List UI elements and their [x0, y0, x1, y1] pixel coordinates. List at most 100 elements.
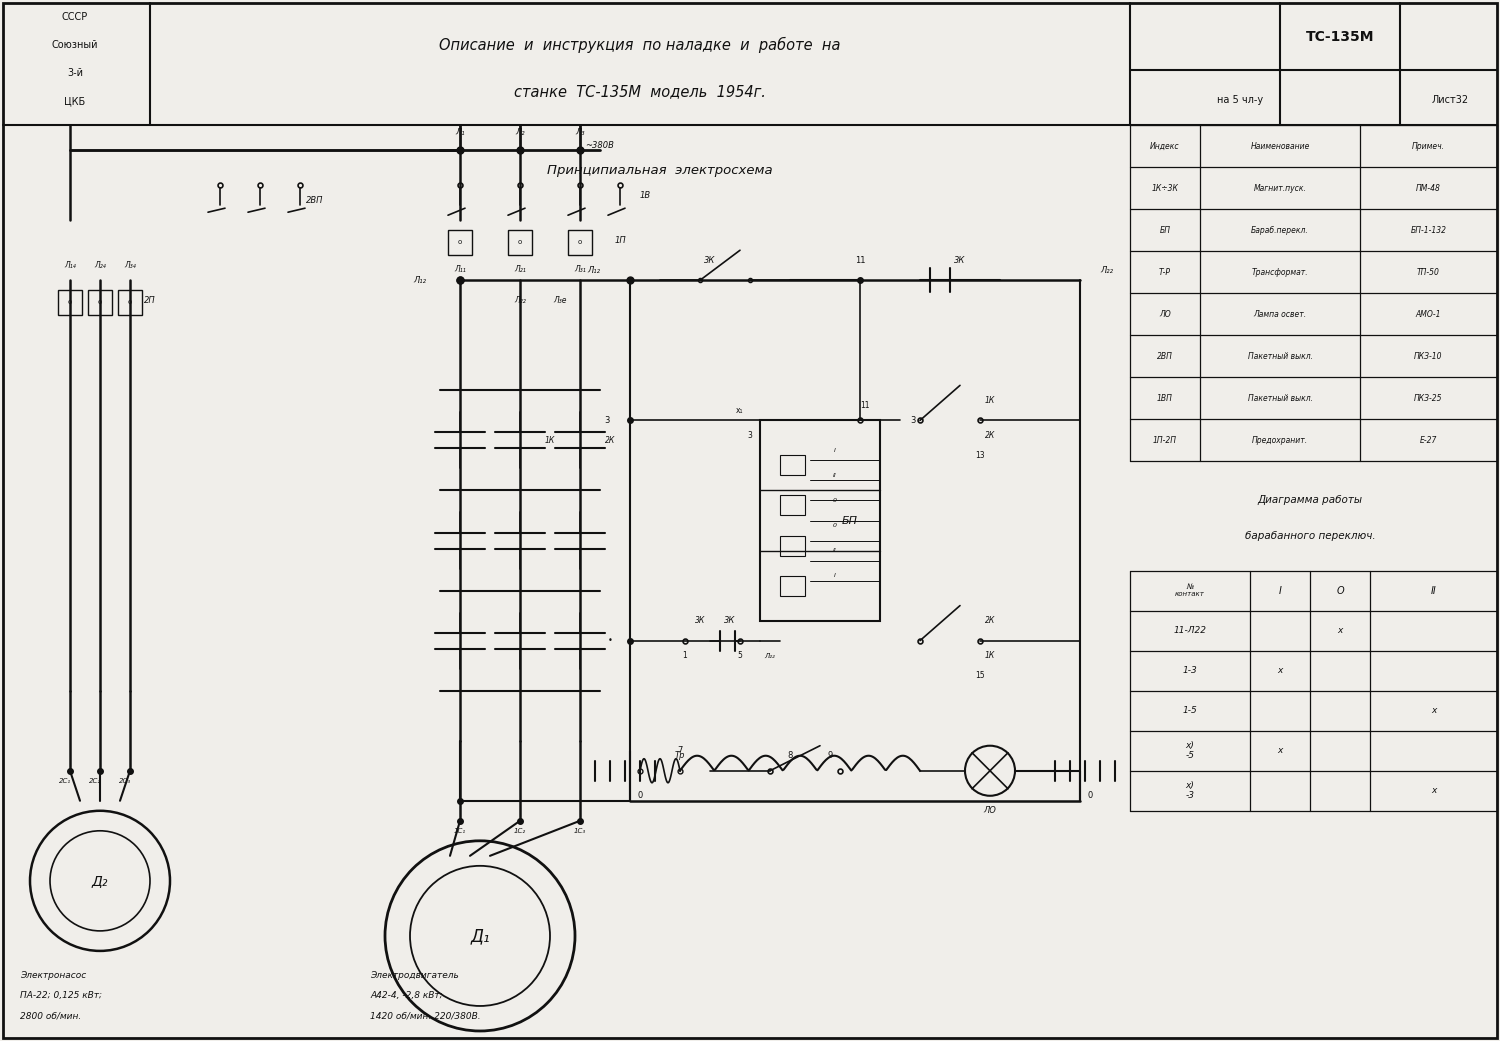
Text: ~380В: ~380В: [585, 141, 615, 150]
Text: 2К: 2К: [986, 431, 994, 440]
Text: 0: 0: [833, 498, 837, 503]
Text: Л₁₁: Л₁₁: [454, 265, 466, 274]
Text: 1П-2П: 1П-2П: [1154, 436, 1178, 445]
Text: 2800 об/мин.: 2800 об/мин.: [20, 1012, 81, 1020]
Text: II: II: [833, 548, 837, 553]
Bar: [118, 290, 142, 315]
Bar: [509, 230, 532, 255]
Text: 1В: 1В: [639, 191, 651, 200]
Text: СССР: СССР: [62, 12, 88, 22]
Text: 3: 3: [910, 416, 915, 425]
Text: Л₂₂: Л₂₂: [1100, 265, 1113, 275]
Text: Д₁: Д₁: [470, 926, 490, 945]
Text: 2ВП: 2ВП: [1156, 352, 1173, 361]
Text: ЦКБ: ЦКБ: [64, 96, 86, 106]
Text: Л₂: Л₂: [514, 128, 525, 136]
Bar: [760, 421, 880, 620]
Text: Союзный: Союзный: [51, 40, 99, 50]
Text: x: x: [1431, 706, 1436, 715]
Text: 1420 об/мин. 220/380В.: 1420 об/мин. 220/380В.: [370, 1012, 480, 1020]
Text: 2П: 2П: [144, 296, 156, 305]
Text: ЛО: ЛО: [984, 807, 996, 815]
Bar: [58, 290, 82, 315]
Text: 9: 9: [828, 752, 833, 760]
Text: Л₃: Л₃: [574, 128, 585, 136]
Text: 3К: 3К: [724, 616, 735, 625]
Text: 1-5: 1-5: [1182, 706, 1197, 715]
Text: о: о: [518, 239, 522, 246]
Text: Тр: Тр: [675, 752, 686, 760]
Text: 13: 13: [975, 451, 986, 460]
Text: БП: БП: [1160, 226, 1170, 234]
Text: Д₂: Д₂: [92, 873, 108, 888]
Text: о: о: [458, 239, 462, 246]
Text: 1К: 1К: [986, 396, 994, 405]
Text: I: I: [834, 448, 836, 453]
Text: II: II: [1431, 586, 1437, 595]
Text: 1К: 1К: [986, 651, 994, 660]
Bar: [448, 230, 472, 255]
Text: 1С₁: 1С₁: [454, 828, 466, 834]
Text: 11: 11: [855, 256, 865, 264]
Text: о: о: [98, 300, 102, 305]
Text: 8: 8: [788, 752, 792, 760]
Text: 1ВП: 1ВП: [1156, 393, 1173, 403]
Text: Л₃₁: Л₃₁: [574, 265, 586, 274]
Text: Наименование: Наименование: [1251, 142, 1310, 151]
Bar: [780, 496, 806, 515]
Text: Пакетный выкл.: Пакетный выкл.: [1248, 393, 1312, 403]
Text: 1П: 1П: [614, 235, 626, 245]
Text: Пакетный выкл.: Пакетный выкл.: [1248, 352, 1312, 361]
Text: x)
-5: x) -5: [1185, 741, 1194, 760]
Text: ЛО: ЛО: [1160, 310, 1172, 319]
Bar: [88, 290, 112, 315]
Text: 2С₂: 2С₂: [88, 778, 101, 784]
Text: Предохранит.: Предохранит.: [1252, 436, 1308, 445]
Text: Л₁: Л₁: [454, 128, 465, 136]
Text: Лампа освет.: Лампа освет.: [1254, 310, 1306, 319]
Text: Описание  и  инструкция  по наладке  и  работе  на: Описание и инструкция по наладке и работ…: [440, 37, 840, 53]
Text: Л₃₄: Л₃₄: [124, 261, 136, 271]
Text: 3К: 3К: [694, 616, 705, 625]
Text: Трансформат.: Трансформат.: [1251, 268, 1308, 277]
Text: 1К÷3К: 1К÷3К: [1152, 183, 1179, 193]
Text: ПА-22; 0,125 кВт;: ПА-22; 0,125 кВт;: [20, 991, 102, 1000]
Text: А42-4, -2,8 кВт;: А42-4, -2,8 кВт;: [370, 991, 442, 1000]
Text: ПМ-48: ПМ-48: [1416, 183, 1442, 193]
Text: 1С₂: 1С₂: [514, 828, 526, 834]
Text: Л₃е: Л₃е: [554, 296, 567, 305]
Text: БП-1-132: БП-1-132: [1410, 226, 1446, 234]
Text: 2С₁: 2С₁: [58, 778, 70, 784]
Text: 3-й: 3-й: [68, 68, 82, 78]
Text: 1С₃: 1С₃: [574, 828, 586, 834]
Text: барабанного переключ.: барабанного переключ.: [1245, 531, 1376, 540]
Text: 3: 3: [604, 416, 610, 425]
Text: •: •: [608, 636, 612, 645]
Text: Л₁₂: Л₁₂: [586, 265, 600, 275]
Text: Индекс: Индекс: [1150, 142, 1180, 151]
Text: 3: 3: [747, 431, 753, 440]
Text: 15: 15: [975, 671, 986, 680]
Text: 7: 7: [678, 746, 682, 755]
Text: Л₂₁: Л₂₁: [514, 265, 526, 274]
Text: Л₂₂: Л₂₂: [765, 653, 776, 659]
Text: I: I: [834, 573, 836, 578]
Bar: [780, 535, 806, 556]
Text: Лист32: Лист32: [1431, 95, 1468, 105]
Text: О: О: [1336, 586, 1344, 595]
Text: 0: 0: [833, 523, 837, 528]
Text: 1-3: 1-3: [1182, 666, 1197, 676]
Text: Принципиальная  электросхема: Принципиальная электросхема: [548, 163, 772, 177]
Text: 11: 11: [861, 401, 870, 410]
Text: №
контакт: № контакт: [1174, 584, 1204, 598]
Text: 1К: 1К: [544, 436, 555, 445]
Text: на 5 чл-у: на 5 чл-у: [1216, 95, 1263, 105]
Text: Электронасос: Электронасос: [20, 971, 86, 981]
Text: x: x: [1431, 786, 1436, 795]
Text: Л₂₄: Л₂₄: [94, 261, 106, 271]
Bar: [780, 456, 806, 476]
Text: о: о: [578, 239, 582, 246]
Bar: [568, 230, 592, 255]
Text: 3К: 3К: [954, 256, 966, 264]
Text: Диаграмма работы: Диаграмма работы: [1257, 496, 1362, 506]
